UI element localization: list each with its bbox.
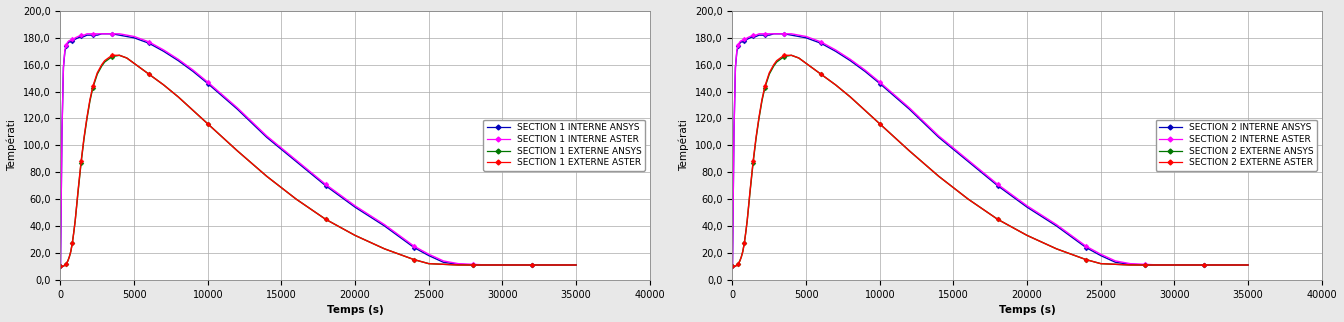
Y-axis label: Températi: Températi <box>679 119 689 171</box>
X-axis label: Temps (s): Temps (s) <box>327 305 383 315</box>
X-axis label: Temps (s): Temps (s) <box>999 305 1055 315</box>
Y-axis label: Températi: Températi <box>7 119 17 171</box>
Legend: SECTION 1 INTERNE ANSYS, SECTION 1 INTERNE ASTER, SECTION 1 EXTERNE ANSYS, SECTI: SECTION 1 INTERNE ANSYS, SECTION 1 INTER… <box>484 120 645 171</box>
Legend: SECTION 2 INTERNE ANSYS, SECTION 2 INTERNE ASTER, SECTION 2 EXTERNE ANSYS, SECTI: SECTION 2 INTERNE ANSYS, SECTION 2 INTER… <box>1156 120 1317 171</box>
